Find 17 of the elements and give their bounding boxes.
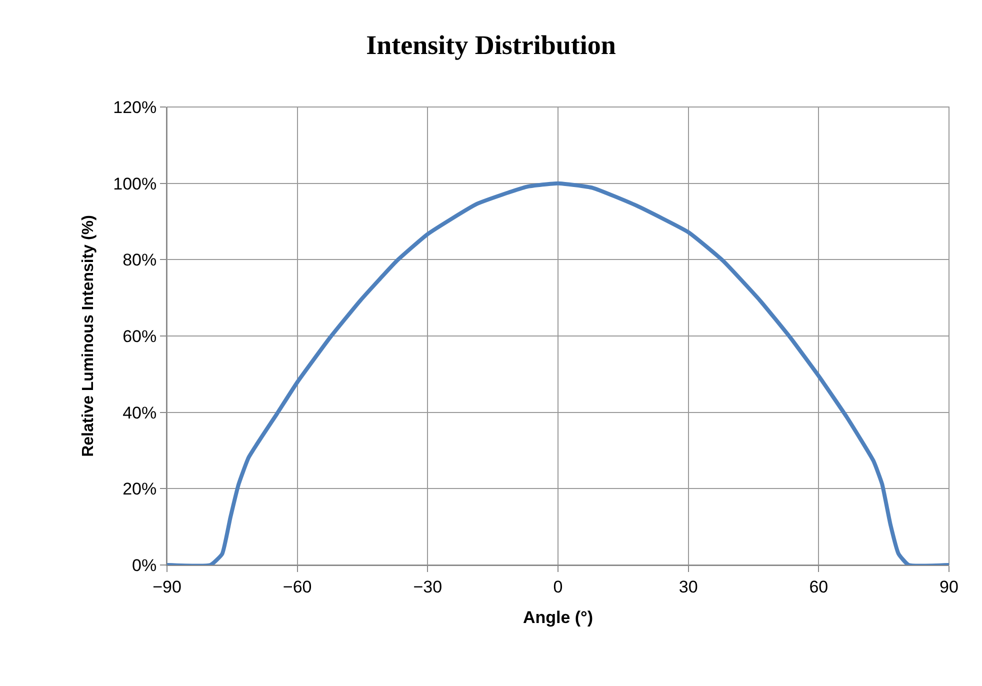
- y-tick-label: 120%: [113, 98, 157, 117]
- x-tick-label: 0: [553, 577, 563, 596]
- y-tick-label: 100%: [113, 174, 157, 194]
- y-axis-title: Relative Luminous Intensity (%): [80, 215, 98, 457]
- x-tick-label: 60: [809, 577, 828, 596]
- x-axis-title: Angle (°): [522, 608, 594, 627]
- y-tick-label: 80%: [122, 250, 157, 270]
- x-tick-label: −30: [413, 577, 442, 596]
- y-tick-label: 0%: [132, 556, 157, 575]
- y-tick-label: 20%: [122, 480, 157, 499]
- y-tick-label: 60%: [122, 326, 157, 346]
- x-tick-label: 30: [678, 577, 698, 596]
- x-tick-label: 90: [940, 577, 958, 596]
- x-tick-label: −60: [282, 577, 312, 596]
- x-tick-label: −90: [152, 577, 182, 596]
- y-tick-label: 40%: [122, 403, 157, 422]
- chart-title: Intensity Distribution: [366, 30, 616, 60]
